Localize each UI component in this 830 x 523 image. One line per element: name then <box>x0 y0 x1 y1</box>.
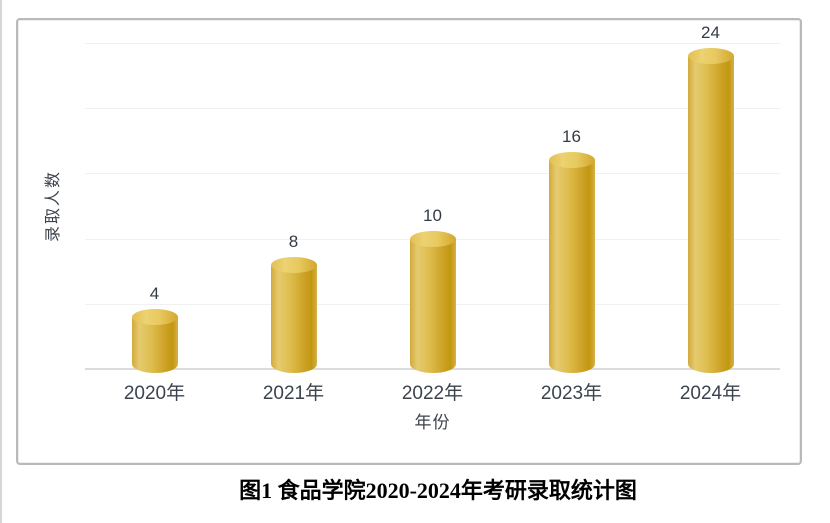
bar-cylinder <box>409 230 456 373</box>
bar-top-ellipse <box>131 308 178 325</box>
x-tick-label: 2024年 <box>679 383 742 404</box>
bar-cylinder <box>270 256 317 373</box>
x-axis-label: 年份 <box>414 413 451 432</box>
value-label: 24 <box>701 23 720 43</box>
bar-column: 8 <box>224 43 363 373</box>
value-label: 4 <box>149 283 160 303</box>
gridline <box>85 173 780 175</box>
value-label: 16 <box>562 127 581 147</box>
x-axis-ticks: 2020年 2021年 2022年 2023年 2024年 <box>85 378 780 405</box>
bar-top-ellipse <box>409 230 456 247</box>
x-tick-label: 2021年 <box>262 383 325 404</box>
bar-top-ellipse <box>270 256 317 273</box>
bar-column: 10 <box>363 43 502 373</box>
value-label: 10 <box>423 205 442 225</box>
bar-column: 4 <box>85 43 224 373</box>
x-tick-label: 2023年 <box>540 383 603 404</box>
bar-column: 16 <box>502 43 641 373</box>
x-tick-label: 2020年 <box>123 383 186 404</box>
bar-column: 24 <box>641 23 780 373</box>
gridline <box>85 43 780 44</box>
value-label: 8 <box>288 231 299 251</box>
bar-top-ellipse <box>548 152 595 169</box>
page-edge-line <box>0 0 2 523</box>
plot-area: 4 8 10 16 24 <box>85 23 780 373</box>
bars-row: 4 8 10 16 24 <box>85 23 780 373</box>
bar-cylinder <box>131 308 178 373</box>
bar-cylinder <box>548 152 595 373</box>
y-axis-label: 录取人数 <box>45 169 62 243</box>
x-tick-label: 2022年 <box>401 383 464 404</box>
bar-cylinder <box>687 48 734 373</box>
chart-card: 录取人数 4 8 10 16 24 2020年 2021年 2022年 2023年 2024年 … <box>16 18 802 465</box>
bar-top-ellipse <box>687 48 734 65</box>
gridline <box>85 108 780 110</box>
figure-caption: 图1 食品学院2020-2024年考研录取统计图 <box>239 478 637 503</box>
